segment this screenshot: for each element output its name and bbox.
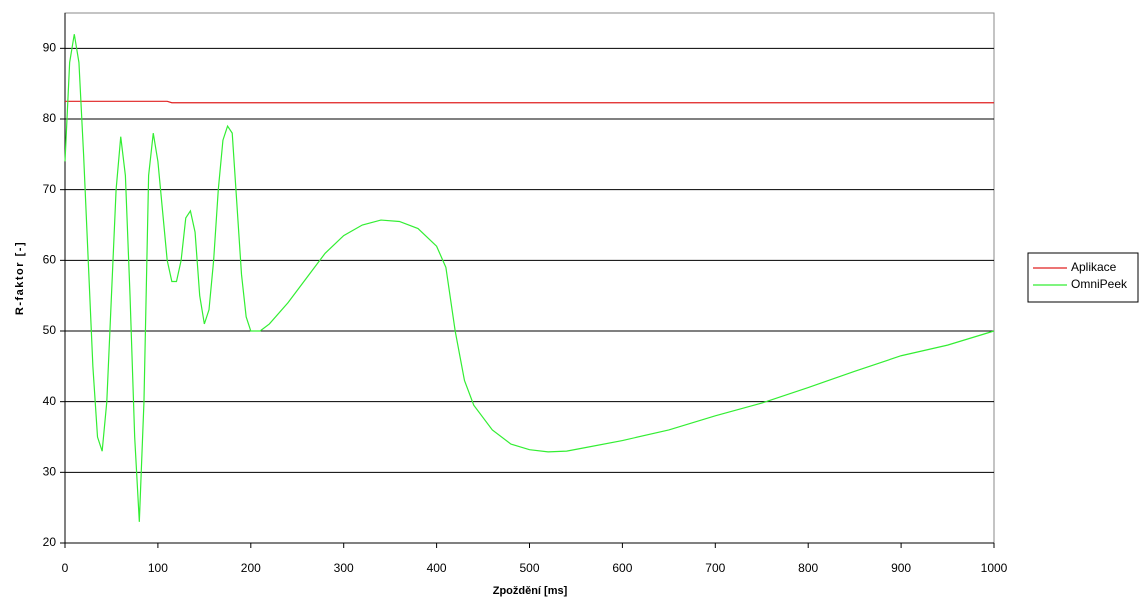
x-tick-label: 300 — [334, 561, 354, 575]
x-axis-label: Zpoždění [ms] — [493, 585, 568, 597]
y-tick-label: 40 — [43, 394, 57, 408]
series-line — [64, 34, 995, 522]
y-tick-label: 20 — [43, 535, 57, 549]
y-axis-label: R-faktor [-] — [14, 241, 26, 315]
plot-area — [64, 12, 995, 544]
y-tick-label: 80 — [43, 111, 57, 125]
x-tick-label: 800 — [798, 561, 818, 575]
x-tick-label: 600 — [612, 561, 632, 575]
y-tick-label: 90 — [43, 41, 57, 55]
x-tick-label: 700 — [705, 561, 725, 575]
series-line — [65, 100, 994, 104]
legend-box — [1027, 252, 1139, 303]
x-tick-label: 500 — [519, 561, 539, 575]
x-tick-label: 200 — [241, 561, 261, 575]
y-tick-label: 30 — [43, 465, 57, 479]
x-tick-label: 100 — [148, 561, 168, 575]
x-tick-label: 0 — [62, 561, 69, 575]
x-tick-label: 1000 — [981, 561, 1008, 575]
y-tick-label: 60 — [43, 253, 57, 267]
x-tick-label: 900 — [891, 561, 911, 575]
y-tick-label: 70 — [43, 182, 57, 196]
legend-label: Aplikace — [1071, 260, 1117, 274]
x-tick-label: 400 — [427, 561, 447, 575]
legend-label: OmniPeek — [1071, 277, 1128, 291]
y-tick-label: 50 — [43, 323, 57, 337]
